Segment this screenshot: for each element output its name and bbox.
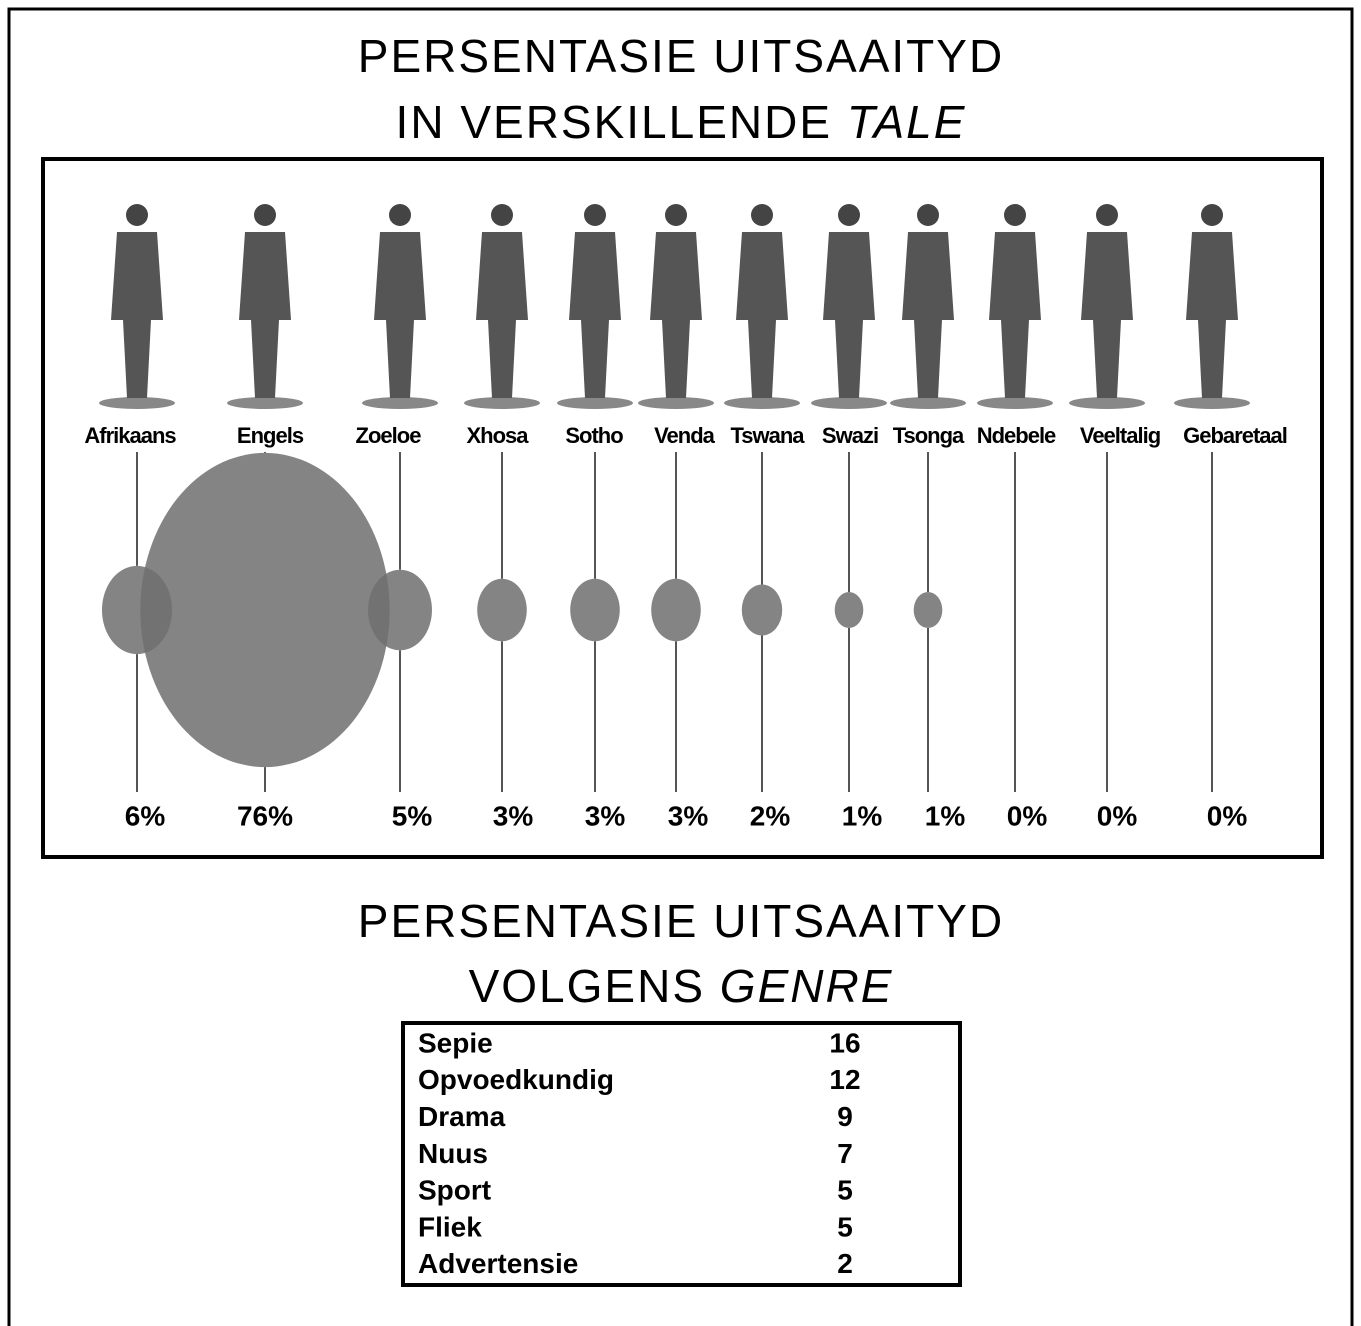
figure-shadow [464,397,540,409]
figure-shadow [890,397,966,409]
table-title-part: GENRE [720,960,894,1012]
bubble-chart: Afrikaans 6% Engels 76% Zoeloe 5% Xhosa 3% Sotho… [84,204,1287,831]
figure-head [838,204,860,226]
row-label: Nuus [418,1138,488,1169]
figure-head [584,204,606,226]
table: Sepie 16 Opvoedkundig 12 Drama 9 Nuus 7 Sport 5 Fl… [418,1027,861,1279]
row-value: 2 [837,1248,853,1279]
value-label: 1% [842,800,883,831]
category-label: Venda [654,423,716,448]
bubble [368,570,432,651]
figure-shadow [724,397,800,409]
figure-shadow [227,397,303,409]
page: PERSENTASIE UITSAAITYD IN VERSKILLENDE T… [0,0,1361,1326]
bubble [742,585,782,636]
value-label: 6% [125,800,166,831]
row-label: Fliek [418,1211,482,1242]
figure-shadow [638,397,714,409]
category-label: Gebaretaal [1183,423,1287,448]
value-label: 0% [1007,800,1048,831]
row-label: Sport [418,1175,491,1206]
category-label: Veeltalig [1080,423,1160,448]
category-label: Sotho [565,423,623,448]
row-value: 7 [837,1138,853,1169]
bubble [835,592,864,628]
category-label: Xhosa [466,423,529,448]
figure-body [989,232,1041,398]
table-title: PERSENTASIE UITSAAITYD [358,895,1004,947]
value-label: 5% [392,800,433,831]
bubble [477,579,527,641]
figure-body [902,232,954,398]
figure-head [665,204,687,226]
chart-title: PERSENTASIE UITSAAITYD [358,30,1004,82]
bubble [651,579,701,641]
figure-head [254,204,276,226]
value-label: 3% [668,800,709,831]
category-label: Ndebele [977,423,1056,448]
table-title: VOLGENS GENRE [469,960,894,1012]
value-label: 3% [585,800,626,831]
category-label: Zoeloe [356,423,422,448]
figure-body [111,232,163,398]
value-label: 2% [750,800,791,831]
figure-shadow [99,397,175,409]
chart-title-part: IN VERSKILLENDE [396,96,832,148]
category-label: Tswana [730,423,805,448]
value-label: 76% [237,800,293,831]
figure-head [1201,204,1223,226]
row-label: Advertensie [418,1248,578,1279]
figure-body [476,232,528,398]
category-label: Afrikaans [84,423,176,448]
chart-title: IN VERSKILLENDE TALE [396,96,967,148]
row-value: 5 [837,1175,853,1206]
figure-shadow [1069,397,1145,409]
row-label: Opvoedkundig [418,1064,614,1095]
figure-body [650,232,702,398]
row-value: 16 [829,1027,860,1058]
figure-head [126,204,148,226]
row-value: 12 [829,1064,860,1095]
figure-head [1004,204,1026,226]
row-value: 5 [837,1211,853,1242]
figure-shadow [977,397,1053,409]
row-label: Drama [418,1101,506,1132]
bubble [570,579,620,641]
category-label: Swazi [822,423,878,448]
figure-head [389,204,411,226]
figure-head [491,204,513,226]
bubble [140,453,389,767]
category-label: Tsonga [893,423,965,448]
figure-shadow [557,397,633,409]
figure-body [1186,232,1238,398]
figure-body [1081,232,1133,398]
chart-title-part: TALE [847,96,967,148]
value-label: 0% [1207,800,1248,831]
figure-head [751,204,773,226]
figure-shadow [1174,397,1250,409]
bubble [914,592,943,628]
figure-body [374,232,426,398]
figure-body [736,232,788,398]
figure-head [1096,204,1118,226]
figure-body [239,232,291,398]
value-label: 0% [1097,800,1138,831]
figure-shadow [811,397,887,409]
value-label: 1% [925,800,966,831]
row-value: 9 [837,1101,853,1132]
figure-body [823,232,875,398]
figure-body [569,232,621,398]
table-title-part: VOLGENS [469,960,705,1012]
figure-shadow [362,397,438,409]
value-label: 3% [493,800,534,831]
figure-head [917,204,939,226]
row-label: Sepie [418,1027,493,1058]
category-label: Engels [237,423,304,448]
